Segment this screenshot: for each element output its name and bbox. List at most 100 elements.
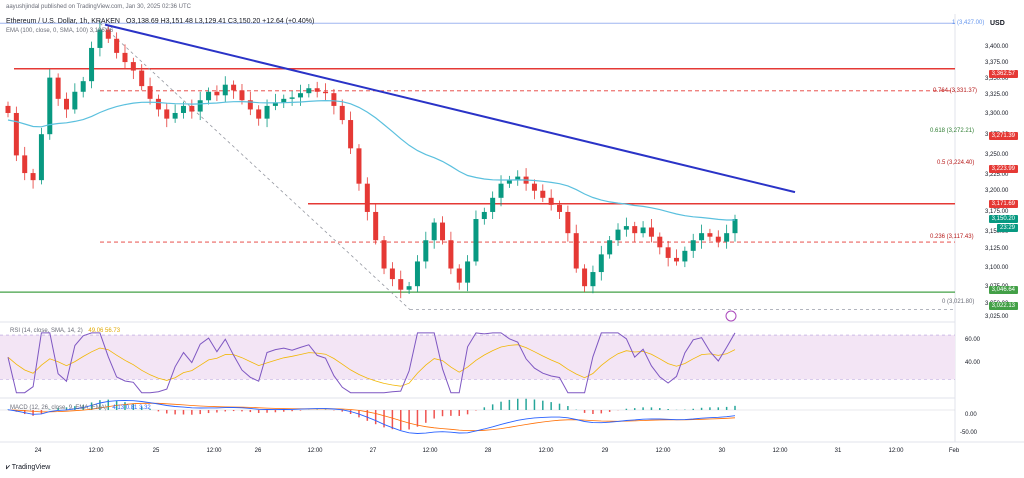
candle-body (247, 100, 253, 110)
candle-body (13, 112, 19, 156)
price-badge: 3,171.69 (988, 200, 1018, 208)
candle-body (323, 91, 329, 94)
candle-body (557, 204, 563, 212)
candle-body (297, 93, 303, 98)
candle-body (498, 183, 504, 198)
macd-tick: -50.00 (960, 430, 978, 436)
candle-body (473, 219, 479, 262)
price-badge: 23:29 (996, 224, 1018, 232)
candle-body (105, 29, 111, 39)
rsi-values: 49.06 56.73 (88, 328, 121, 334)
ohlc-values: O3,138.69 H3,151.48 L3,129.41 C3,150.20 … (125, 18, 315, 25)
macd-legend-label: MACD (12, 26, close, 9, EMA, EMA) (10, 405, 107, 411)
candle-body (197, 100, 203, 112)
rsi-tick: 60.00 (965, 337, 981, 343)
candle-body (331, 93, 337, 106)
candle-body (506, 180, 512, 184)
candle-body (381, 240, 387, 269)
candle-body (690, 240, 696, 251)
candle-body (665, 247, 671, 258)
currency-label[interactable]: USD (990, 20, 1005, 27)
candle-body (214, 91, 220, 96)
fib-level-label: 0.5 (3,224.40) (937, 160, 975, 166)
time-tick: 12:00 (206, 448, 222, 454)
candle-body (565, 211, 571, 234)
candle-body (674, 257, 680, 262)
price-tick: 3,025.00 (985, 314, 1009, 320)
time-tick: 12:00 (888, 448, 904, 454)
fib-level-label: 0.764 (3,331.37) (933, 88, 978, 94)
descending-trendline (104, 23, 796, 194)
price-tick: 3,375.00 (985, 60, 1009, 66)
candle-body (481, 211, 487, 220)
candle-body (172, 112, 178, 119)
rsi-band (0, 335, 955, 380)
time-tick: 29 (601, 448, 609, 454)
candle-body (180, 105, 186, 113)
candle-body (699, 233, 705, 241)
candle-body (222, 84, 228, 96)
candle-body (490, 197, 496, 212)
price-tick: 3,300.00 (985, 111, 1009, 117)
candle-body (272, 102, 278, 106)
time-tick: Feb (948, 448, 960, 454)
price-tick: 3,175.00 (985, 209, 1009, 215)
candle-body (231, 84, 237, 91)
price-badge: 3,223.99 (988, 165, 1018, 173)
candle-body (30, 173, 36, 181)
price-tick: 3,150.00 (985, 229, 1009, 235)
candle-body (97, 29, 103, 48)
alert-icon (725, 310, 737, 322)
candle-body (448, 240, 454, 269)
price-tick: 3,200.00 (985, 188, 1009, 194)
fib-level-label: 1 (3,427.00) (952, 20, 985, 26)
candle-body (63, 98, 69, 110)
candle-body (598, 254, 604, 273)
candle-body (515, 176, 521, 181)
time-tick: 12:00 (655, 448, 671, 454)
ema-100-line (7, 99, 735, 221)
candle-body (398, 279, 404, 290)
candle-body (423, 240, 429, 262)
candle-body (348, 120, 354, 149)
candle-body (389, 268, 395, 280)
candle-body (239, 90, 245, 101)
candle-body (55, 77, 61, 99)
candle-body (314, 88, 320, 92)
fib-level-label: 0.236 (3,117.43) (930, 234, 974, 240)
rsi-legend[interactable]: RSI (14, close, SMA, 14, 2) 49.06 56.73 (10, 328, 120, 334)
symbol-name[interactable]: Ethereum / U.S. Dollar, 1h, KRAKEN (6, 18, 120, 25)
candle-body (72, 91, 78, 110)
ema-legend[interactable]: EMA (100, close, 0, SMA, 100) 3,186.06 (6, 28, 114, 34)
time-tick: 12:00 (422, 448, 438, 454)
price-tick: 3,125.00 (985, 246, 1009, 252)
candle-body (22, 155, 28, 174)
price-tick: 3,225.00 (985, 172, 1009, 178)
time-tick: 31 (834, 448, 842, 454)
candle-body (406, 286, 412, 290)
candle-body (615, 229, 621, 241)
time-tick: 12:00 (307, 448, 323, 454)
candle-body (47, 77, 53, 135)
candle-body (657, 236, 663, 248)
candle-body (147, 86, 153, 99)
candle-body (648, 227, 654, 237)
rsi-tick: 40.00 (965, 360, 981, 366)
macd-line (7, 400, 736, 434)
candle-body (590, 272, 596, 287)
candle-body (306, 88, 312, 94)
candle-body (5, 105, 11, 113)
candle-body (289, 97, 295, 99)
candle-body (80, 81, 86, 92)
candle-body (531, 183, 537, 191)
candle-body (206, 91, 212, 101)
candle-body (339, 105, 345, 121)
macd-legend[interactable]: MACD (12, 26, close, 9, EMA, EMA) 4.13 0… (10, 405, 151, 411)
tradingview-logo[interactable]: ⩗ TradingView (6, 464, 50, 472)
fib-level-label: 0.618 (3,272.21) (930, 128, 975, 134)
time-tick: 28 (484, 448, 492, 454)
macd-values: 4.13 0.81 3.32 (112, 405, 151, 411)
candle-body (623, 226, 629, 230)
candle-body (440, 222, 446, 241)
